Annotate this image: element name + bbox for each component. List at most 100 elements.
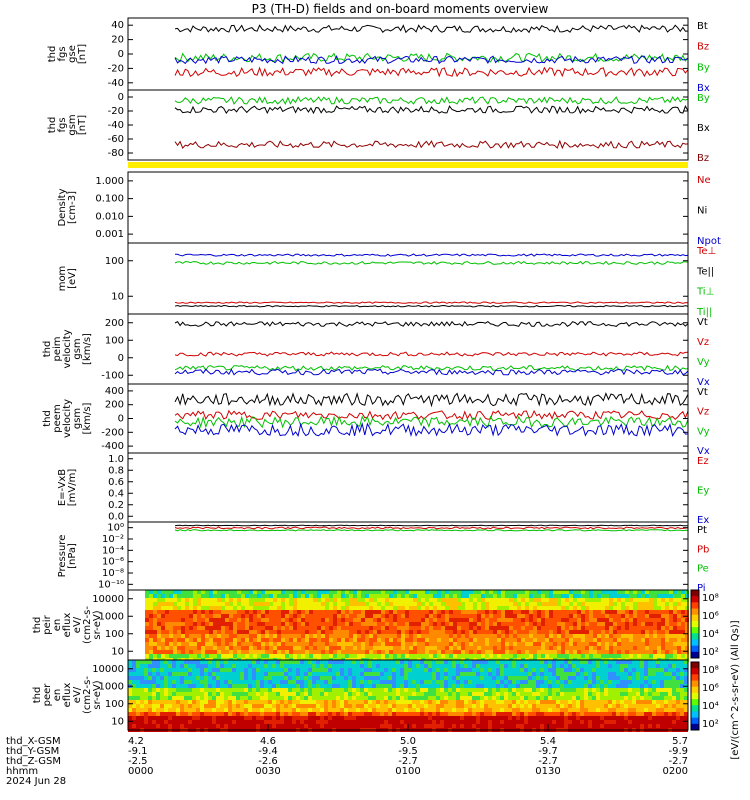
spec-cell bbox=[136, 672, 140, 676]
spec-cell bbox=[269, 606, 273, 610]
spec-cell bbox=[384, 696, 388, 700]
spec-cell bbox=[204, 696, 208, 700]
spec-cell bbox=[496, 720, 500, 724]
spec-cell bbox=[232, 676, 236, 680]
spec-cell bbox=[329, 634, 333, 638]
spec-cell bbox=[220, 700, 224, 704]
spec-cell bbox=[392, 724, 396, 728]
spec-cell bbox=[592, 708, 596, 712]
spec-cell bbox=[500, 676, 504, 680]
spec-cell bbox=[681, 654, 685, 658]
spec-cell bbox=[600, 696, 604, 700]
spec-cell bbox=[492, 724, 496, 728]
spec-cell bbox=[132, 720, 136, 724]
spec-cell bbox=[317, 614, 321, 618]
spec-cell bbox=[448, 660, 452, 664]
spec-cell bbox=[529, 598, 533, 602]
spec-cell bbox=[333, 610, 337, 614]
spec-cell bbox=[264, 684, 268, 688]
spec-cell bbox=[204, 684, 208, 688]
spec-cell bbox=[613, 654, 617, 658]
spec-cell bbox=[145, 654, 149, 658]
spec-cell bbox=[617, 594, 621, 598]
spec-cell bbox=[641, 642, 645, 646]
spec-cell bbox=[144, 704, 148, 708]
y-tick-label: 0.001 bbox=[95, 229, 124, 240]
spec-cell bbox=[357, 650, 361, 654]
spec-cell bbox=[245, 602, 249, 606]
spec-cell bbox=[453, 626, 457, 630]
spec-cell bbox=[449, 622, 453, 626]
spec-cell bbox=[332, 700, 336, 704]
spec-cell bbox=[297, 606, 301, 610]
spec-cell bbox=[640, 664, 644, 668]
spec-cell bbox=[492, 672, 496, 676]
spec-cell bbox=[493, 646, 497, 650]
spec-cell bbox=[169, 630, 173, 634]
spec-cell bbox=[608, 676, 612, 680]
spec-cell bbox=[537, 606, 541, 610]
legend-vx: Vx bbox=[697, 377, 710, 388]
spec-cell bbox=[253, 594, 257, 598]
spec-cell bbox=[365, 626, 369, 630]
spec-cell bbox=[549, 626, 553, 630]
spec-cell bbox=[449, 598, 453, 602]
spec-cell bbox=[241, 634, 245, 638]
spec-cell bbox=[269, 650, 273, 654]
spec-cell bbox=[633, 634, 637, 638]
spec-cell bbox=[580, 704, 584, 708]
spec-cell bbox=[533, 622, 537, 626]
spec-cell bbox=[520, 688, 524, 692]
spec-cell bbox=[153, 590, 157, 594]
spec-cell bbox=[176, 696, 180, 700]
spec-cell bbox=[321, 602, 325, 606]
spec-cell bbox=[525, 618, 529, 622]
spec-cell bbox=[172, 708, 176, 712]
spec-cell bbox=[289, 630, 293, 634]
spec-cell bbox=[437, 602, 441, 606]
spec-cell bbox=[297, 650, 301, 654]
spec-cell bbox=[329, 602, 333, 606]
spec-cell bbox=[544, 716, 548, 720]
spec-cell bbox=[361, 610, 365, 614]
spec-cell bbox=[389, 650, 393, 654]
spec-cell bbox=[200, 720, 204, 724]
spec-cell bbox=[184, 660, 188, 664]
spec-cell bbox=[309, 590, 313, 594]
spec-cell bbox=[132, 680, 136, 684]
spec-cell bbox=[145, 626, 149, 630]
spec-cell bbox=[480, 692, 484, 696]
spec-cell bbox=[596, 672, 600, 676]
y-tick-label: -80 bbox=[108, 148, 124, 159]
spec-cell bbox=[352, 720, 356, 724]
spec-cell bbox=[673, 614, 677, 618]
spec-cell bbox=[296, 712, 300, 716]
spec-cell bbox=[268, 680, 272, 684]
spec-cell bbox=[605, 638, 609, 642]
spec-cell bbox=[237, 622, 241, 626]
spec-cell bbox=[385, 638, 389, 642]
spec-cell bbox=[557, 610, 561, 614]
spec-cell bbox=[264, 700, 268, 704]
spec-cell bbox=[240, 664, 244, 668]
spec-cell bbox=[168, 684, 172, 688]
spec-cell bbox=[488, 700, 492, 704]
spec-cell bbox=[320, 664, 324, 668]
spec-cell bbox=[380, 724, 384, 728]
y-tick-label: -60 bbox=[108, 134, 124, 145]
spec-cell bbox=[461, 590, 465, 594]
spec-cell bbox=[353, 618, 357, 622]
spec-cell bbox=[309, 606, 313, 610]
spec-cell bbox=[573, 638, 577, 642]
spec-cell bbox=[677, 606, 681, 610]
spec-cell bbox=[421, 642, 425, 646]
spec-cell bbox=[192, 660, 196, 664]
spec-cell bbox=[348, 668, 352, 672]
spec-cell bbox=[268, 720, 272, 724]
chart-title: P3 (TH-D) fields and on-board moments ov… bbox=[252, 2, 549, 16]
spec-cell bbox=[496, 700, 500, 704]
spec-cell bbox=[568, 700, 572, 704]
y-tick-label: 20 bbox=[111, 35, 124, 46]
spec-cell bbox=[393, 606, 397, 610]
spec-cell bbox=[168, 664, 172, 668]
